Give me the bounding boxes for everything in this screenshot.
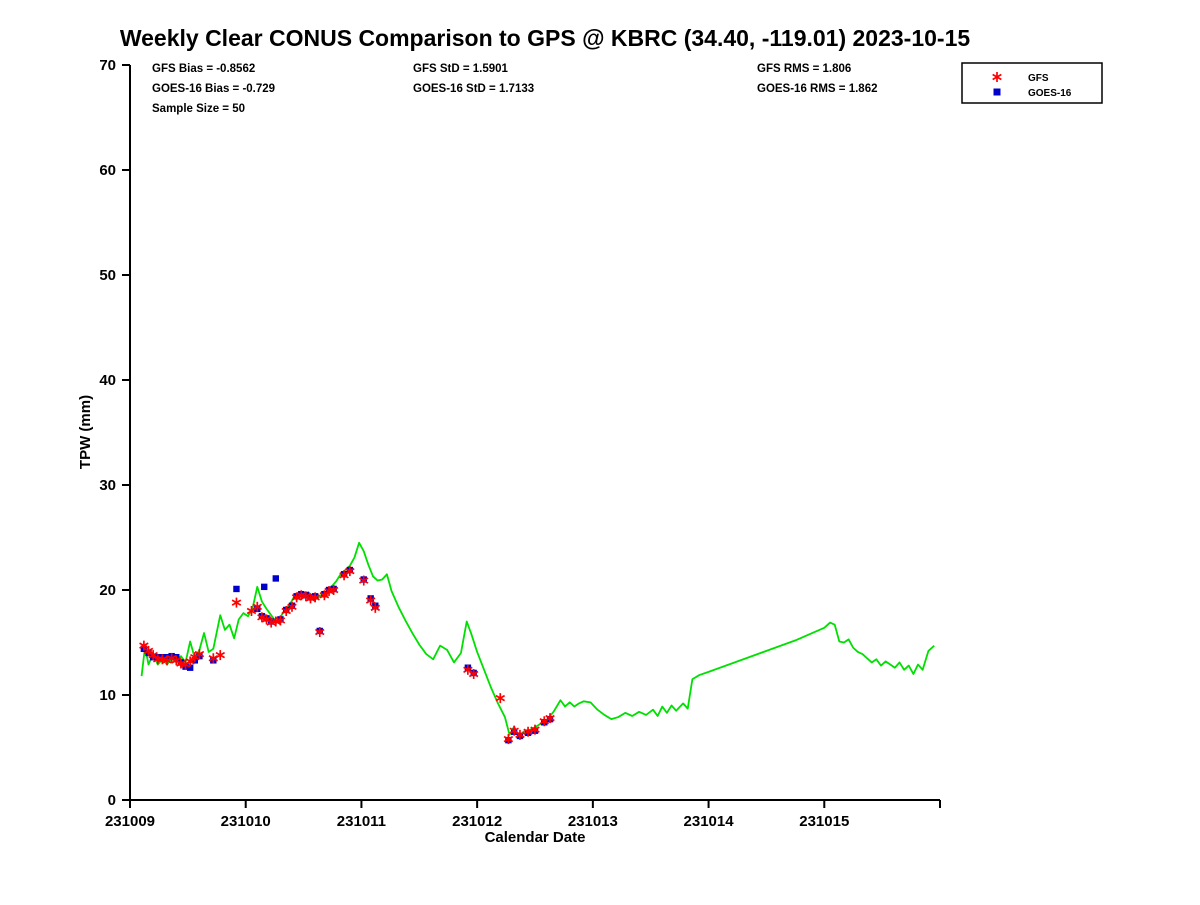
asterisk-marker-stroke: [545, 714, 555, 722]
asterisk-marker-stroke: [503, 735, 514, 743]
stat-sample-size: Sample Size = 50: [152, 103, 245, 115]
legend-label-gfs: GFS: [1028, 73, 1049, 84]
gfs-series: [139, 566, 555, 745]
goes16-marker: [272, 575, 279, 582]
asterisk-marker-stroke: [231, 599, 242, 606]
x-tick-label: 231011: [337, 813, 386, 830]
asterisk-marker-stroke: [495, 694, 506, 702]
x-tick-label: 231012: [452, 813, 502, 830]
y-tick-label: 10: [99, 687, 116, 704]
asterisk-marker-stroke: [463, 666, 473, 674]
asterisk-marker-stroke: [296, 592, 307, 599]
y-tick-label: 70: [99, 57, 116, 74]
y-tick-label: 60: [99, 162, 116, 179]
y-tick-label: 20: [99, 582, 116, 599]
x-tick-label: 231013: [568, 813, 618, 830]
y-tick-label: 30: [99, 477, 116, 494]
asterisk-marker-stroke: [523, 728, 533, 735]
y-tick-label: 0: [108, 792, 116, 809]
legend-goes16-marker: [993, 88, 1001, 96]
stat-goes16-std: GOES-16 StD = 1.7133: [413, 83, 534, 95]
asterisk-marker-stroke: [148, 651, 158, 659]
y-tick-label: 40: [99, 372, 116, 389]
legend-box: [961, 62, 1103, 104]
chart-title: Weekly Clear CONUS Comparison to GPS @ K…: [120, 25, 971, 51]
stat-gfs-std: GFS StD = 1.5901: [413, 63, 509, 75]
asterisk-marker-stroke: [275, 617, 286, 624]
y-axis-label: TPW (mm): [77, 395, 94, 469]
asterisk-marker-stroke: [992, 73, 1002, 81]
stat-gfs-rms: GFS RMS = 1.806: [757, 63, 851, 75]
asterisk-marker-stroke: [358, 577, 369, 584]
goes16-marker: [233, 585, 240, 593]
asterisk-marker-stroke: [370, 604, 381, 612]
asterisk-marker-stroke: [171, 657, 182, 664]
asterisk-marker-stroke: [176, 660, 186, 667]
legend-markers: [992, 72, 1002, 96]
asterisk-marker-stroke: [515, 731, 525, 739]
asterisk-marker-stroke: [530, 726, 540, 733]
asterisk-marker-stroke: [194, 650, 205, 658]
stats-block: GFS Bias = -0.8562 GOES-16 Bias = -0.729…: [152, 63, 878, 115]
stat-gfs-bias: GFS Bias = -0.8562: [152, 63, 255, 75]
asterisk-marker-stroke: [287, 603, 297, 611]
legend-label-goes16: GOES-16: [1028, 88, 1072, 99]
goes16-marker: [261, 583, 268, 591]
asterisk-marker-stroke: [261, 616, 272, 623]
x-axis-label: Calendar Date: [485, 829, 586, 846]
asterisk-marker-stroke: [468, 670, 479, 678]
asterisk-marker-stroke: [143, 647, 154, 655]
asterisk-marker-stroke: [319, 592, 330, 599]
asterisk-marker-stroke: [215, 651, 226, 659]
legend: GFS GOES-16: [961, 62, 1103, 104]
x-tick-label: 231014: [684, 813, 735, 830]
asterisk-marker-stroke: [365, 597, 376, 604]
asterisk-marker-stroke: [166, 655, 177, 662]
asterisk-marker-stroke: [157, 656, 168, 663]
gps-line-path: [140, 541, 935, 738]
gps-line-series: [140, 541, 935, 738]
stat-goes16-bias: GOES-16 Bias = -0.729: [152, 83, 275, 95]
stat-goes16-rms: GOES-16 RMS = 1.862: [757, 83, 878, 95]
asterisk-marker-stroke: [252, 603, 263, 611]
asterisk-marker-stroke: [328, 586, 339, 594]
x-tick-label: 231015: [799, 813, 849, 830]
asterisk-marker-stroke: [185, 658, 195, 665]
asterisk-marker-stroke: [139, 642, 149, 649]
y-tick-label: 50: [99, 267, 116, 284]
asterisk-marker-stroke: [345, 567, 355, 575]
asterisk-marker-stroke: [509, 727, 519, 734]
goes16-marker: [186, 664, 194, 671]
asterisk-marker-stroke: [310, 594, 320, 601]
axes: 231009 231010 231011 231012 231013 231014 2310…: [99, 57, 941, 830]
asterisk-marker-stroke: [301, 593, 311, 600]
x-tick-label: 231009: [105, 813, 155, 830]
asterisk-marker-stroke: [257, 614, 267, 621]
asterisk-marker-stroke: [315, 628, 325, 636]
x-tick-label: 231010: [221, 813, 271, 830]
